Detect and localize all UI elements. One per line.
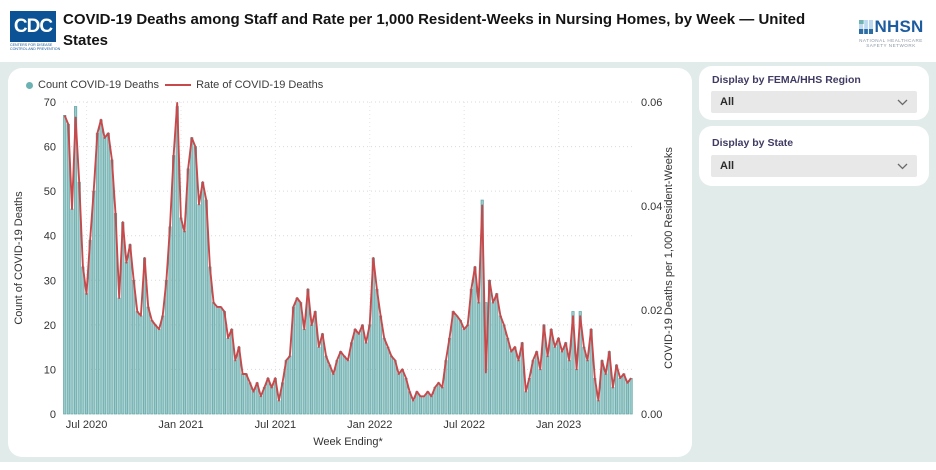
state-filter-label: Display by State [712, 137, 794, 149]
nhsn-logo-caption: NATIONAL HEALTHCARE SAFETY NETWORK [859, 38, 923, 49]
svg-text:Jul 2020: Jul 2020 [66, 419, 108, 431]
rate-series-line-icon [165, 83, 192, 87]
nhsn-logo: NHSN NATIONAL HEALTHCARE SAFETY NETWORK [851, 17, 931, 49]
x-axis-title: Week Ending* [313, 436, 383, 448]
svg-text:0.00: 0.00 [641, 409, 662, 421]
cdc-logo: CDC CENTERS FOR DISEASE CONTROL AND PREV… [10, 11, 60, 51]
x-axis-ticks: Jul 2020 Jan 2021 Jul 2021 Jan 2022 Jul 2022… [66, 419, 581, 431]
legend-count-label: Count COVID-19 Deaths [38, 79, 160, 91]
chart-card: Count COVID-19 Deaths Rate of COVID-19 D… [8, 68, 692, 457]
cdc-logo-caption: CENTERS FOR DISEASE CONTROL AND PREVENTI… [10, 43, 61, 51]
legend-item-count[interactable]: Count COVID-19 Deaths [26, 79, 159, 91]
nhsn-grid-icon [858, 20, 873, 34]
left-axis-title: Count of COVID-19 Deaths [13, 191, 25, 325]
page-title: COVID-19 Deaths among Staff and Rate per… [63, 11, 806, 49]
svg-text:60: 60 [44, 142, 56, 154]
svg-text:0.02: 0.02 [641, 305, 662, 317]
page-header: CDC CENTERS FOR DISEASE CONTROL AND PREV… [0, 0, 936, 62]
svg-text:0: 0 [50, 409, 56, 421]
svg-text:40: 40 [44, 231, 56, 243]
svg-text:0.06: 0.06 [641, 97, 662, 109]
svg-text:Jul 2021: Jul 2021 [255, 419, 297, 431]
legend-item-rate[interactable]: Rate of COVID-19 Deaths [165, 79, 323, 91]
state-select-value: All [720, 160, 735, 172]
svg-text:20: 20 [44, 320, 56, 332]
legend-rate-label: Rate of COVID-19 Deaths [196, 79, 324, 91]
svg-text:Jan 2021: Jan 2021 [158, 419, 203, 431]
svg-text:50: 50 [44, 186, 56, 198]
svg-text:0.04: 0.04 [641, 201, 662, 213]
nhsn-logo-text: NHSN [874, 17, 924, 36]
state-select[interactable]: All [711, 155, 917, 177]
region-select-value: All [720, 96, 735, 108]
right-axis-ticks: 0.00 0.02 0.04 0.06 [641, 97, 662, 421]
chart-legend: Count COVID-19 Deaths Rate of COVID-19 D… [26, 79, 323, 91]
region-filter-label: Display by FEMA/HHS Region [712, 74, 861, 86]
fema-region-select[interactable]: All [711, 91, 917, 113]
count-series-dot-icon [26, 81, 33, 89]
right-axis-title: COVID-19 Deaths per 1,000 Resident-Weeks [663, 147, 675, 369]
rate-line[interactable] [63, 102, 632, 402]
svg-text:10: 10 [44, 364, 56, 376]
chevron-down-icon [897, 99, 908, 105]
chevron-down-icon [897, 163, 908, 169]
svg-text:Jan 2022: Jan 2022 [347, 419, 392, 431]
cdc-logo-icon: CDC [10, 11, 56, 42]
filter-card-region: Display by FEMA/HHS Region All [699, 66, 929, 120]
filter-card-state: Display by State All [699, 126, 929, 186]
svg-text:Jan 2023: Jan 2023 [536, 419, 581, 431]
svg-text:30: 30 [44, 275, 56, 287]
svg-text:70: 70 [44, 97, 56, 109]
count-bars[interactable] [63, 106, 633, 415]
left-axis-ticks: 0 10 20 30 40 50 60 70 [44, 97, 56, 421]
svg-text:Jul 2022: Jul 2022 [443, 419, 485, 431]
